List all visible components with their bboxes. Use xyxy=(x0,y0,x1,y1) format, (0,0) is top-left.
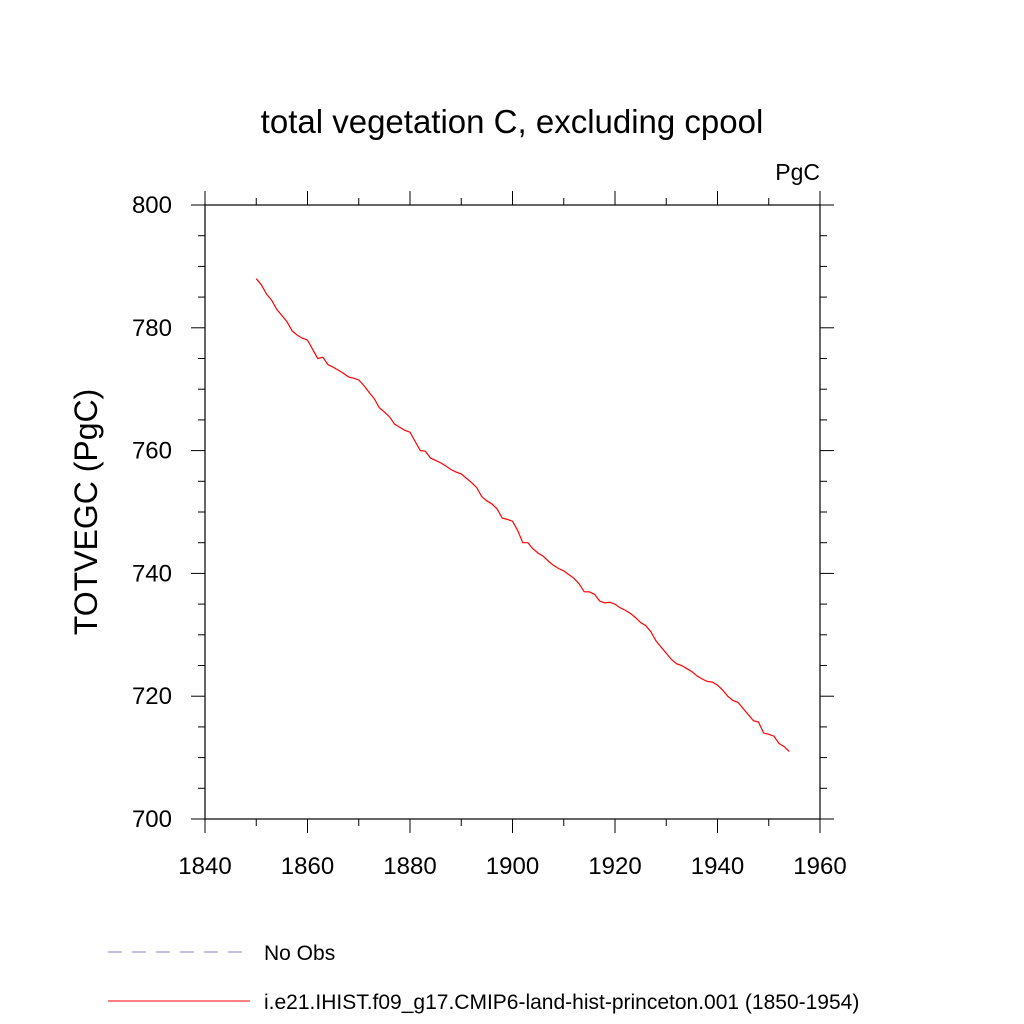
legend-label-0: No Obs xyxy=(264,942,335,965)
x-tick-label: 1900 xyxy=(486,853,539,880)
x-tick-label: 1960 xyxy=(793,853,846,880)
chart-title: total vegetation C, excluding cpool xyxy=(261,103,764,140)
x-tick-label: 1880 xyxy=(383,853,436,880)
y-tick-label: 780 xyxy=(132,315,172,342)
legend-label-1: i.e21.IHIST.f09_g17.CMIP6-land-hist-prin… xyxy=(264,991,859,1014)
units-label: PgC xyxy=(775,159,820,185)
y-axis-label: TOTVEGC (PgC) xyxy=(68,389,104,636)
y-tick-label: 740 xyxy=(132,560,172,587)
y-tick-label: 800 xyxy=(132,192,172,219)
y-tick-label: 720 xyxy=(132,683,172,710)
y-tick-label: 700 xyxy=(132,806,172,833)
y-tick-label: 760 xyxy=(132,438,172,465)
legend: No Obs i.e21.IHIST.f09_g17.CMIP6-land-his… xyxy=(108,942,859,1014)
axis-ticks: 1840 1860 1880 1900 1920 1940 1960 700 720 740 760… xyxy=(132,191,847,880)
series-line-1 xyxy=(255,278,790,752)
x-tick-label: 1840 xyxy=(178,853,231,880)
x-tick-label: 1920 xyxy=(588,853,641,880)
plot-frame xyxy=(204,204,821,820)
x-tick-label: 1860 xyxy=(281,853,334,880)
series-layer xyxy=(255,278,790,752)
x-tick-label: 1940 xyxy=(691,853,744,880)
